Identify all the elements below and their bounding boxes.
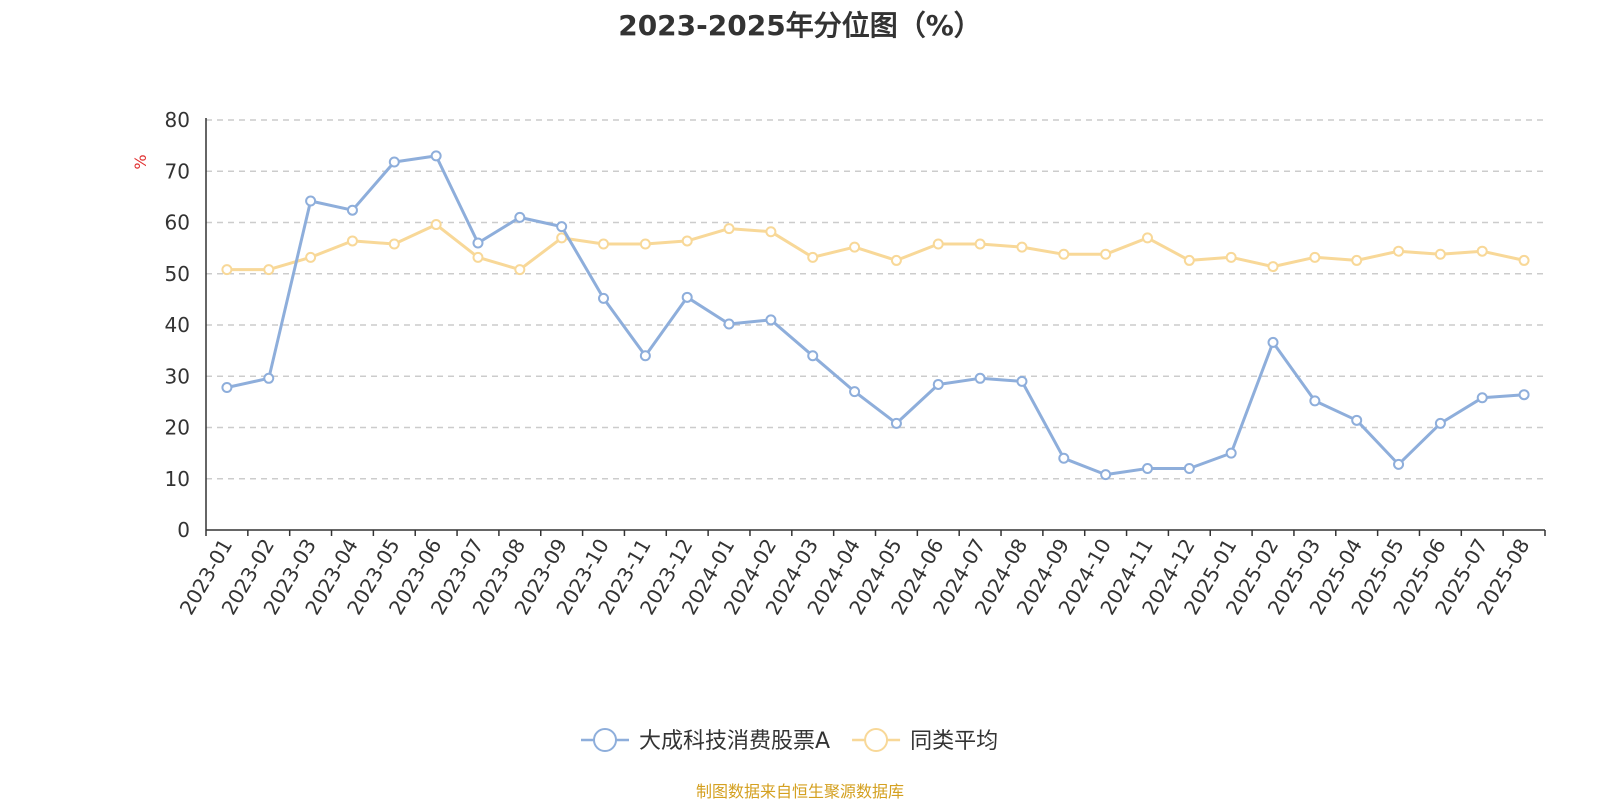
- series-line: [226, 154, 1525, 477]
- data-point: [723, 318, 735, 330]
- data-point: [765, 314, 777, 326]
- data-point: [1183, 463, 1195, 474]
- data-point: [723, 223, 735, 235]
- data-point: [849, 241, 861, 253]
- data-point: [221, 264, 233, 276]
- data-point: [1225, 251, 1237, 263]
- data-point: [1058, 248, 1070, 260]
- data-point: [1100, 469, 1112, 481]
- y-tick-label: 60: [165, 211, 190, 235]
- legend-marker: [864, 728, 889, 752]
- legend-label: 大成科技消费股票A: [639, 729, 830, 754]
- y-tick-label: 30: [165, 364, 190, 388]
- y-axis-unit: %: [131, 154, 150, 169]
- data-point: [1351, 414, 1363, 426]
- data-point: [346, 235, 358, 247]
- data-point: [514, 264, 526, 276]
- data-point: [556, 221, 568, 233]
- data-point: [1434, 417, 1446, 429]
- data-point: [807, 251, 819, 263]
- data-point: [1100, 248, 1112, 260]
- data-point: [1351, 254, 1363, 266]
- y-tick-labels: 0 10 20 30 40 50 60 70 80: [165, 108, 190, 542]
- y-tick-label: 50: [165, 262, 190, 286]
- data-point: [221, 382, 233, 394]
- data-point: [1393, 458, 1405, 470]
- data-point: [598, 238, 610, 250]
- data-point: [305, 251, 317, 263]
- data-point: [1267, 261, 1279, 273]
- data-point: [1016, 375, 1028, 387]
- data-point: [681, 235, 693, 247]
- data-point: [639, 238, 651, 250]
- data-point: [263, 372, 275, 384]
- data-point: [346, 204, 358, 216]
- data-point: [430, 219, 442, 231]
- legend: 大成科技消费股票A 同类平均: [581, 728, 998, 754]
- data-point: [1309, 251, 1321, 263]
- y-tick-label: 20: [165, 416, 190, 440]
- data-point: [1476, 392, 1488, 404]
- data-point: [932, 238, 944, 250]
- data-point: [388, 156, 400, 168]
- data-point: [388, 238, 400, 250]
- source-note: 制图数据来自恒生聚源数据库: [695, 782, 904, 801]
- data-point: [1141, 232, 1153, 244]
- series-lines: [221, 150, 1530, 481]
- data-point: [430, 150, 442, 162]
- data-point: [765, 226, 777, 238]
- data-point: [639, 350, 651, 362]
- data-point: [1434, 248, 1446, 260]
- data-point: [1393, 245, 1405, 257]
- data-point: [598, 292, 610, 304]
- data-point: [890, 417, 902, 429]
- y-tick-label: 80: [165, 108, 190, 132]
- x-tick-labels: 2023-012023-022023-032023-042023-052023-…: [175, 535, 1535, 619]
- data-point: [472, 251, 484, 263]
- data-point: [1058, 452, 1070, 464]
- data-point: [932, 378, 944, 390]
- data-point: [1016, 241, 1028, 253]
- y-tick-label: 0: [177, 518, 190, 542]
- chart-title: 2023-2025年分位图（%）: [618, 9, 982, 42]
- data-point: [807, 350, 819, 362]
- data-point: [974, 238, 986, 250]
- data-point: [1476, 245, 1488, 257]
- legend-label: 同类平均: [910, 729, 998, 754]
- grid-lines: [206, 119, 1545, 480]
- data-point: [1225, 447, 1237, 459]
- data-point: [1518, 254, 1530, 266]
- data-point: [514, 211, 526, 223]
- data-point: [890, 254, 902, 266]
- data-point: [1518, 389, 1530, 401]
- data-point: [472, 237, 484, 249]
- y-tick-label: 70: [165, 159, 190, 183]
- legend-marker: [593, 728, 617, 752]
- data-point: [1141, 463, 1153, 474]
- data-point: [849, 386, 861, 398]
- data-point: [305, 195, 317, 207]
- data-point: [681, 291, 693, 303]
- y-tick-label: 10: [165, 467, 190, 491]
- data-point: [1267, 336, 1279, 348]
- data-point: [1309, 395, 1321, 407]
- series-line: [226, 223, 1525, 272]
- data-point: [263, 264, 275, 276]
- data-point: [974, 372, 986, 384]
- data-point: [556, 232, 568, 244]
- y-tick-label: 40: [165, 313, 190, 337]
- axes: %: [131, 118, 1546, 536]
- data-point: [1183, 254, 1195, 266]
